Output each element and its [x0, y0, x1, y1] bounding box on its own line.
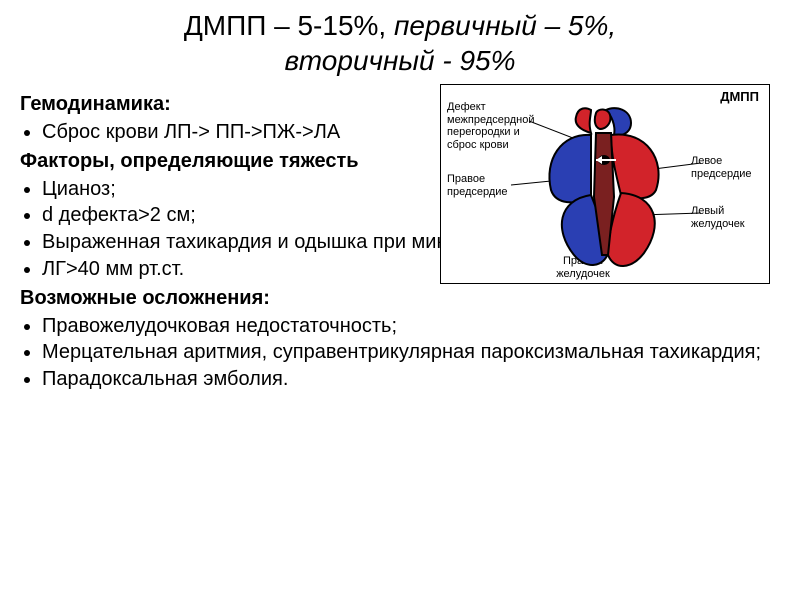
slide: ДМПП – 5-15%, первичный – 5%, вторичный …	[0, 0, 800, 600]
slide-title: ДМПП – 5-15%, первичный – 5%, вторичный …	[20, 8, 780, 78]
label-left-atrium: Левое предсердие	[691, 155, 763, 180]
title-em1: первичный – 5%,	[394, 10, 616, 41]
label-left-ventricle: Левый желудочек	[691, 205, 763, 230]
label-defect: Дефект межпредсердной перегородки и сбро…	[447, 101, 535, 152]
title-plain: ДМПП – 5-15%,	[184, 10, 394, 41]
complications-list: Правожелудочковая недостаточность; Мерца…	[20, 314, 780, 393]
complications-heading: Возможные осложнения:	[20, 286, 780, 312]
heart-diagram: ДМПП Дефект межпредсердной перегородки и…	[440, 84, 770, 284]
diagram-title: ДМПП	[720, 89, 759, 104]
list-item: Правожелудочковая недостаточность;	[42, 314, 780, 340]
list-item: Мерцательная аритмия, суправентрикулярна…	[42, 340, 780, 366]
title-em2: вторичный - 95%	[284, 45, 515, 76]
list-item: Парадоксальная эмболия.	[42, 367, 780, 393]
heart-icon	[536, 105, 676, 275]
label-right-atrium: Правое предсердие	[447, 173, 527, 198]
